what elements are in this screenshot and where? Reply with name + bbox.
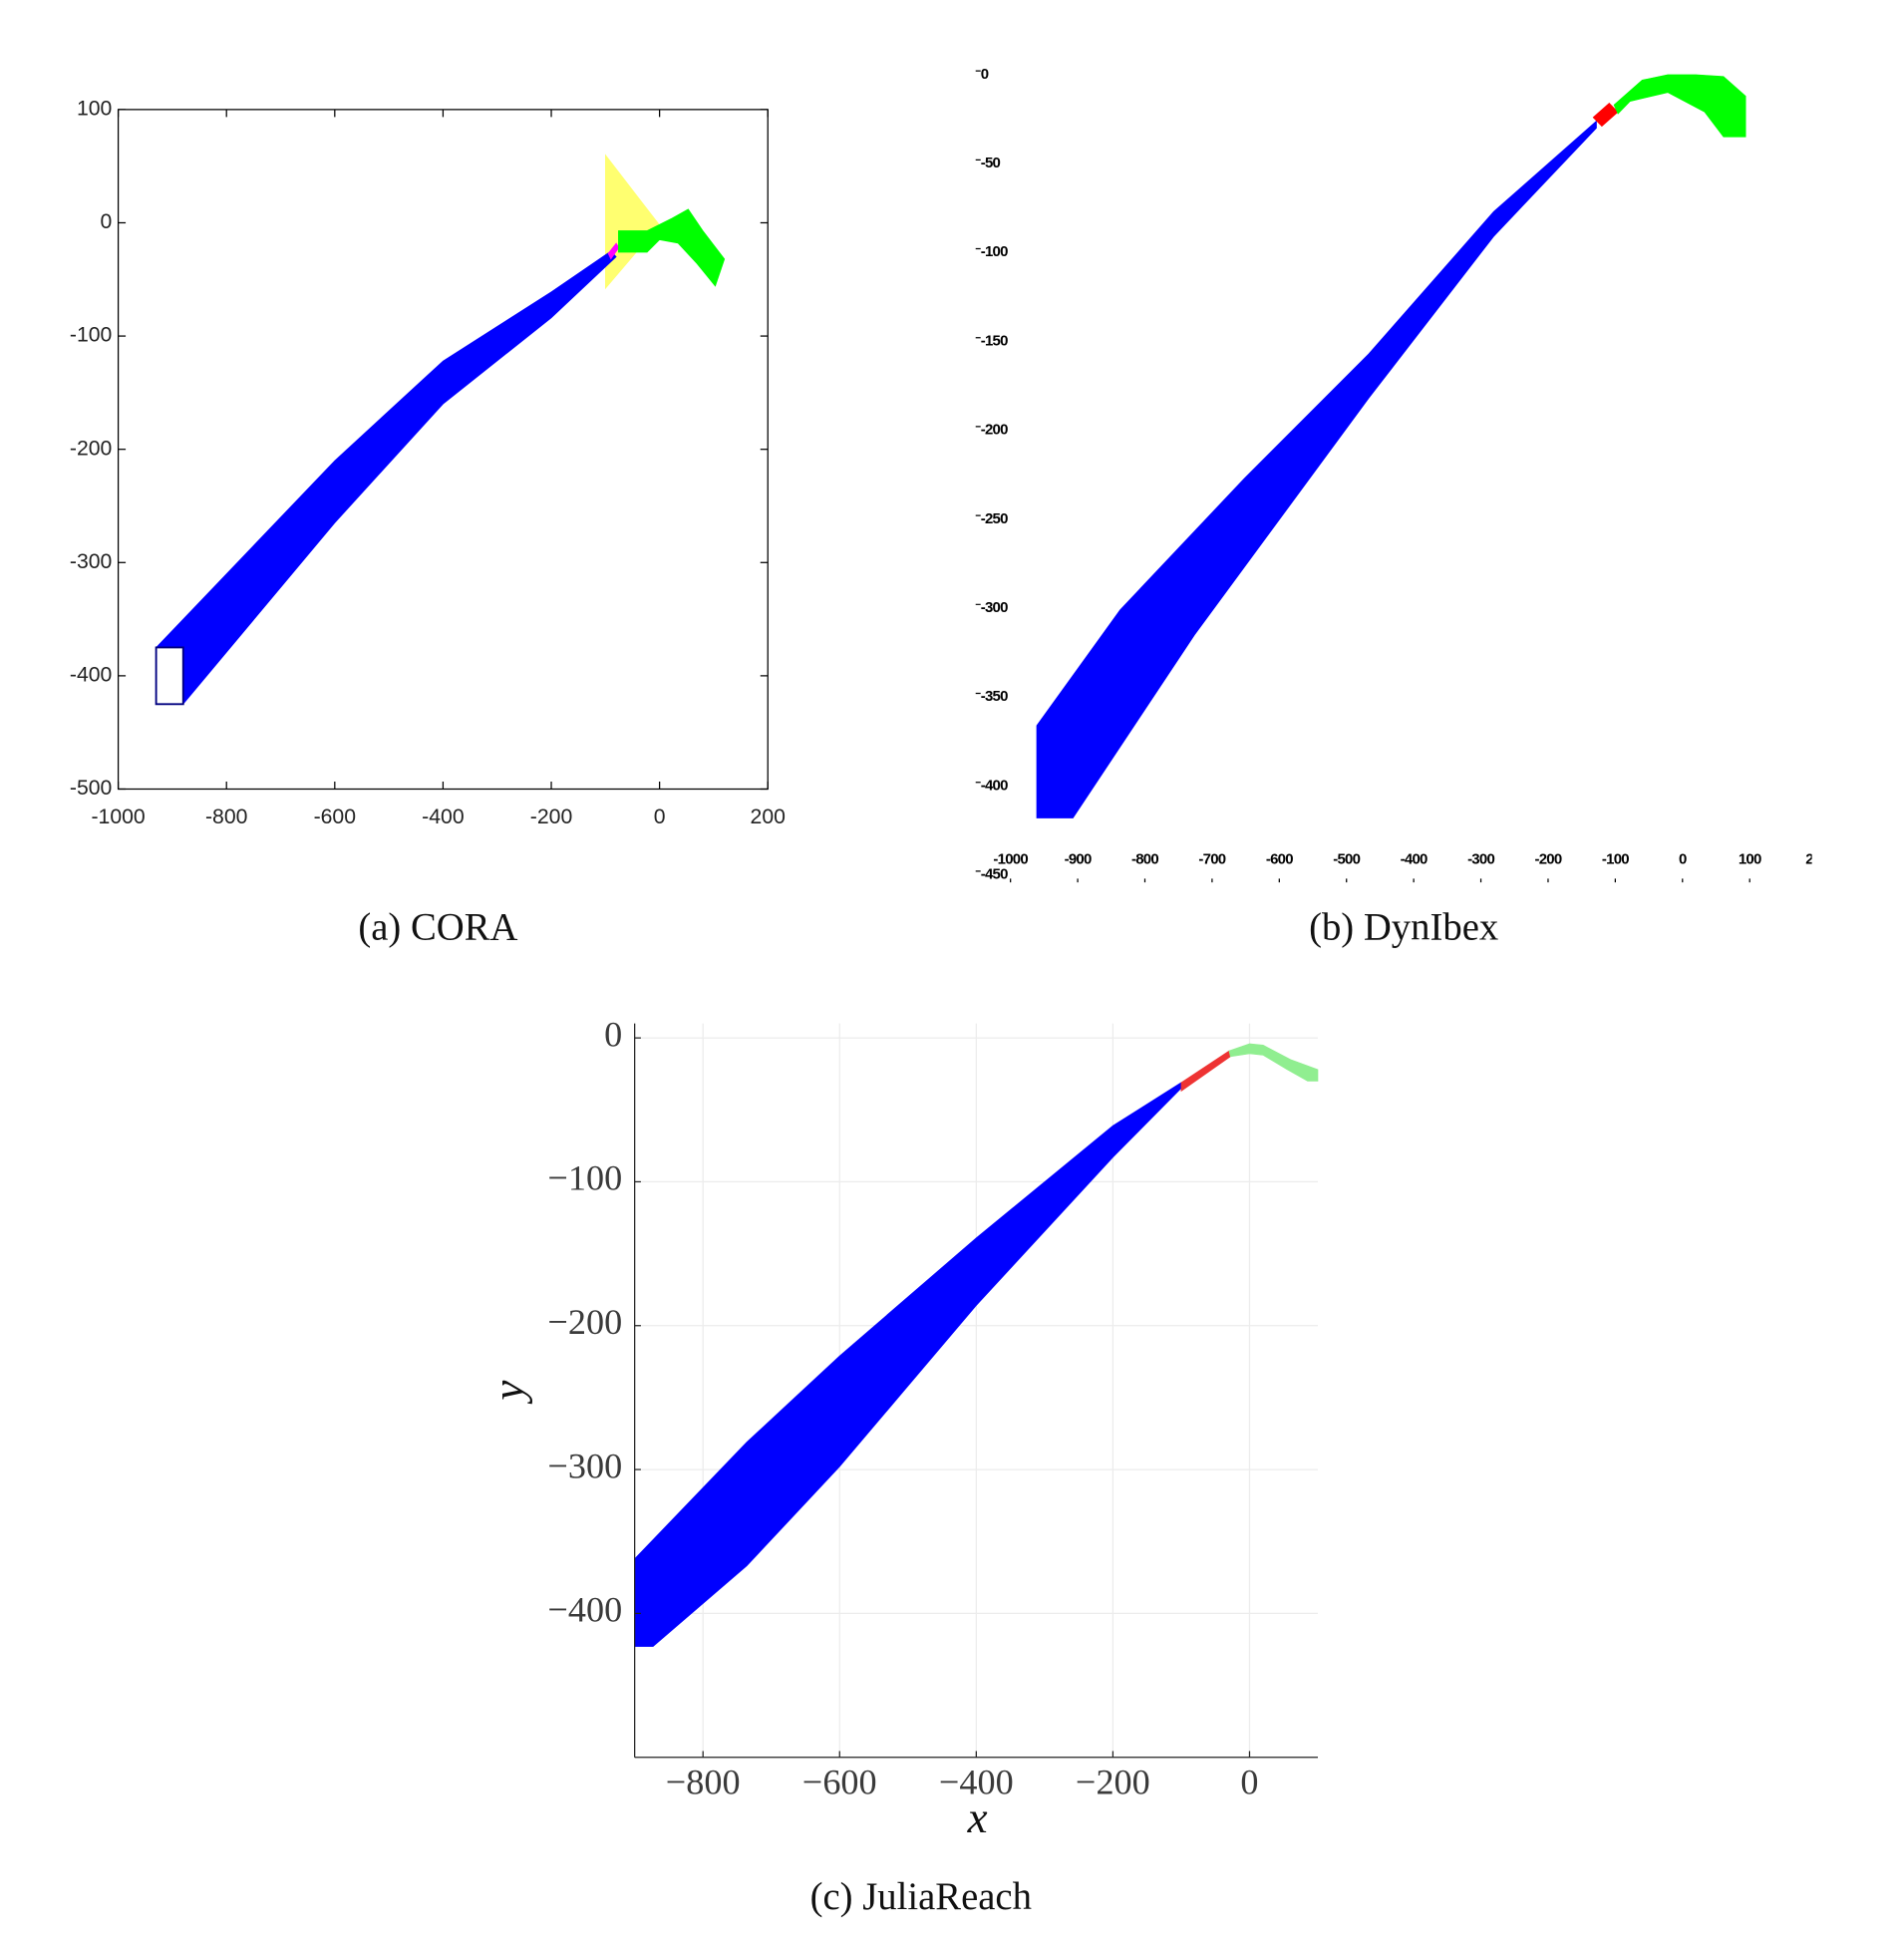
x-tick-label: 200 <box>751 806 786 828</box>
x-tick-label: -400 <box>1401 851 1428 868</box>
x-tick-label: -900 <box>1065 851 1092 868</box>
x-tick-label: 200 <box>1805 851 1828 868</box>
caption: (b) DynIbex <box>1309 907 1498 949</box>
y-tick-label: −300 <box>547 1446 622 1485</box>
x-tick-label: -700 <box>1198 851 1225 868</box>
reach-set <box>1613 74 1746 138</box>
x-tick-label: −800 <box>666 1763 741 1802</box>
x-tick-label: -600 <box>314 806 356 828</box>
y-tick-label: -100 <box>981 243 1008 260</box>
x-tick-label: 0 <box>1240 1763 1258 1802</box>
y-tick-label: -200 <box>981 422 1008 439</box>
reach-set <box>155 646 184 706</box>
y-tick-label: -200 <box>70 437 112 460</box>
x-tick-label: -400 <box>422 806 464 828</box>
subplot: -1000 -800 -600 -400 -200 0 200-500-400-300-20… <box>70 97 786 827</box>
x-tick-label: -300 <box>1467 851 1494 868</box>
x-tick-label: -1000 <box>91 806 145 828</box>
reach-set <box>1228 1043 1319 1082</box>
x-tick-label: -100 <box>1602 851 1629 868</box>
x-tick-label: −600 <box>802 1763 877 1802</box>
x-tick-label: -800 <box>1131 851 1158 868</box>
y-tick-label: -450 <box>981 866 1008 883</box>
y-tick-label: 100 <box>77 97 112 120</box>
y-tick-label: -250 <box>981 510 1008 527</box>
x-tick-label: -600 <box>1266 851 1293 868</box>
y-tick-label: -400 <box>70 663 112 686</box>
reach-set <box>1036 120 1597 818</box>
y-tick-label: -100 <box>70 324 112 347</box>
y-tick-label: 0 <box>604 1014 622 1054</box>
x-tick-label: 0 <box>1679 851 1687 868</box>
reach-set <box>634 1082 1182 1647</box>
y-tick-label: -300 <box>70 550 112 573</box>
y-axis-label: y <box>483 1381 533 1405</box>
y-tick-label: −100 <box>547 1158 622 1198</box>
x-tick-label: -500 <box>1333 851 1360 868</box>
x-tick-label: -200 <box>530 806 572 828</box>
reach-set <box>605 154 661 290</box>
y-tick-label: -400 <box>981 777 1008 794</box>
y-tick-label: -50 <box>981 155 1001 171</box>
caption: (a) CORA <box>358 907 517 949</box>
reach-set <box>1180 1050 1231 1093</box>
y-tick-label: -500 <box>70 777 112 800</box>
reach-set <box>1592 103 1619 128</box>
subplot: -1000 -900 -800 -700 -600 -500 -400 -300 -200 -10… <box>975 66 1828 883</box>
reach-set <box>618 208 726 287</box>
y-tick-label: -300 <box>981 599 1008 616</box>
x-tick-label: -200 <box>1534 851 1561 868</box>
y-tick-label: -150 <box>981 332 1008 349</box>
x-tick-label: -1000 <box>993 851 1028 868</box>
x-tick-label: -800 <box>205 806 247 828</box>
y-tick-label: −200 <box>547 1302 622 1342</box>
x-tick-label: −200 <box>1076 1763 1150 1802</box>
y-tick-label: −400 <box>547 1590 622 1630</box>
x-tick-label: −400 <box>939 1763 1014 1802</box>
reach-set <box>156 250 617 705</box>
plot-frame <box>117 109 769 791</box>
x-axis-label: x <box>967 1792 988 1842</box>
y-tick-label: -350 <box>981 688 1008 705</box>
x-tick-label: 100 <box>1739 851 1761 868</box>
y-tick-label: 0 <box>981 66 989 83</box>
x-tick-label: 0 <box>654 806 666 828</box>
caption: (c) JuliaReach <box>810 1876 1032 1918</box>
y-tick-label: 0 <box>101 210 113 233</box>
